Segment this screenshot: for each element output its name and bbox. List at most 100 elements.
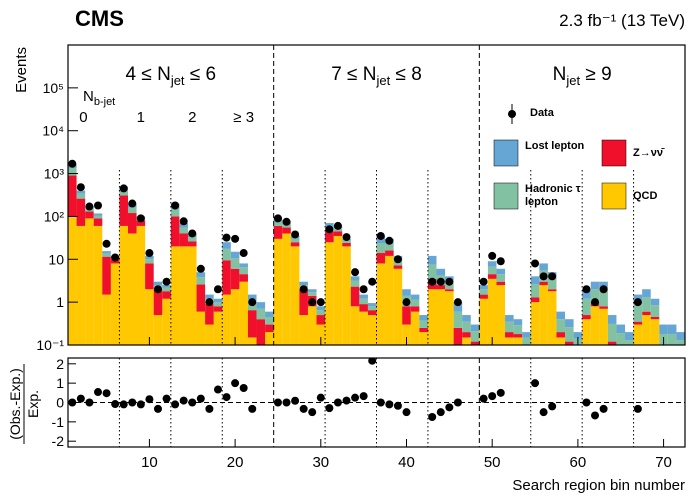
ratio-y-tick-label: -2 bbox=[52, 433, 65, 449]
ratio-y-tick-label: 1 bbox=[56, 375, 64, 391]
ratio-point bbox=[488, 392, 497, 401]
stack-segment bbox=[213, 306, 223, 312]
nb-label: ≥ 3 bbox=[233, 109, 254, 126]
data-point bbox=[368, 277, 377, 286]
stack-segment bbox=[376, 253, 386, 264]
ratio-point bbox=[402, 408, 411, 417]
stack-segment bbox=[453, 302, 463, 312]
stack-segment bbox=[247, 310, 257, 338]
data-point bbox=[325, 225, 334, 234]
region-label: 7 ≤ Njet ≤ 8 bbox=[331, 64, 422, 88]
stack-segment bbox=[547, 291, 557, 345]
ratio-point bbox=[359, 392, 368, 401]
legend-label: Data bbox=[530, 107, 554, 119]
stack-segment bbox=[582, 298, 591, 316]
nb-label: 2 bbox=[188, 109, 196, 126]
data-point bbox=[222, 233, 231, 242]
stack-segment bbox=[230, 289, 240, 345]
stack-segment bbox=[239, 281, 248, 345]
ratio-point bbox=[162, 394, 171, 403]
stack-segment bbox=[119, 195, 128, 226]
stack-segment bbox=[257, 345, 266, 355]
stack-segment bbox=[513, 337, 523, 345]
y-tick-label: 10⁴ bbox=[42, 123, 64, 139]
stack-segment bbox=[230, 251, 240, 259]
data-point bbox=[488, 251, 497, 260]
data-point bbox=[539, 272, 548, 281]
stack-segment bbox=[187, 246, 197, 345]
data-point bbox=[171, 201, 180, 210]
stack-segment bbox=[642, 297, 651, 312]
stack-segment bbox=[676, 332, 685, 341]
data-point bbox=[496, 257, 505, 266]
stack-segment bbox=[625, 332, 634, 341]
y-tick-label: 1 bbox=[56, 294, 64, 310]
data-point bbox=[145, 249, 154, 258]
region-label-sub: jet bbox=[375, 73, 390, 88]
stack-segment bbox=[290, 238, 300, 243]
stack-segment bbox=[196, 284, 206, 312]
stack-segment bbox=[230, 268, 240, 290]
legend-label: Hadronic τ lepton bbox=[525, 183, 581, 208]
stack-segment bbox=[556, 337, 566, 345]
stack-segment bbox=[479, 289, 488, 295]
data-point bbox=[299, 285, 308, 294]
ratio-point bbox=[171, 400, 180, 409]
data-point bbox=[333, 221, 342, 230]
ratio-point bbox=[342, 396, 351, 405]
x-tick-label: 20 bbox=[227, 454, 244, 471]
stack-segment bbox=[642, 311, 651, 316]
data-point bbox=[308, 298, 317, 307]
stack-segment bbox=[650, 319, 660, 345]
ratio-point bbox=[316, 393, 325, 402]
ratio-title-numerator: (Obs.-Exp.) bbox=[7, 368, 23, 440]
ratio-point bbox=[136, 400, 145, 409]
stack-segment bbox=[599, 306, 608, 309]
stack-segment bbox=[530, 276, 540, 285]
ratio-point bbox=[351, 393, 360, 402]
stack-segment bbox=[307, 289, 317, 293]
stack-segment bbox=[496, 274, 506, 282]
stack-segment bbox=[68, 216, 77, 345]
stack-segment bbox=[153, 281, 163, 286]
data-point bbox=[548, 272, 557, 281]
stack-segment bbox=[590, 306, 600, 345]
data-point bbox=[111, 253, 120, 262]
stack-segment bbox=[290, 246, 300, 345]
stack-segment bbox=[402, 289, 411, 296]
ratio-point bbox=[205, 404, 214, 413]
stack-segment bbox=[607, 323, 617, 342]
y-tick-label: 10⁵ bbox=[43, 80, 64, 96]
stack-segment bbox=[453, 311, 463, 328]
data-point bbox=[402, 298, 411, 307]
stack-segment bbox=[659, 324, 668, 335]
ratio-point bbox=[85, 398, 94, 407]
stack-segment bbox=[316, 306, 326, 311]
stack-segment bbox=[419, 320, 428, 328]
stack-segment bbox=[633, 324, 643, 345]
stack-segment bbox=[547, 289, 557, 292]
ratio-point bbox=[299, 404, 308, 413]
stack-segment bbox=[316, 324, 326, 345]
nb-label: 0 bbox=[79, 109, 87, 126]
stack-segment bbox=[136, 220, 146, 226]
ratio-point bbox=[119, 400, 128, 409]
stack-segment bbox=[256, 308, 266, 320]
legend-label: Lost lepton bbox=[525, 140, 585, 152]
stack-segment bbox=[539, 263, 548, 271]
stack-segment bbox=[85, 211, 94, 219]
stack-segment bbox=[676, 340, 685, 345]
stack-segment bbox=[410, 299, 420, 307]
stack-segment bbox=[68, 175, 77, 217]
stack-segment bbox=[93, 213, 103, 216]
stack-segment bbox=[222, 242, 231, 249]
stack-segment bbox=[222, 294, 231, 345]
legend-swatch bbox=[493, 139, 519, 167]
region-label-main: N bbox=[553, 64, 567, 85]
data-point bbox=[393, 255, 402, 264]
stack-segment bbox=[205, 294, 214, 299]
stack-segment bbox=[454, 345, 463, 355]
x-tick-label: 10 bbox=[141, 454, 158, 471]
stack-segment bbox=[667, 334, 677, 345]
ratio-point bbox=[531, 379, 540, 388]
